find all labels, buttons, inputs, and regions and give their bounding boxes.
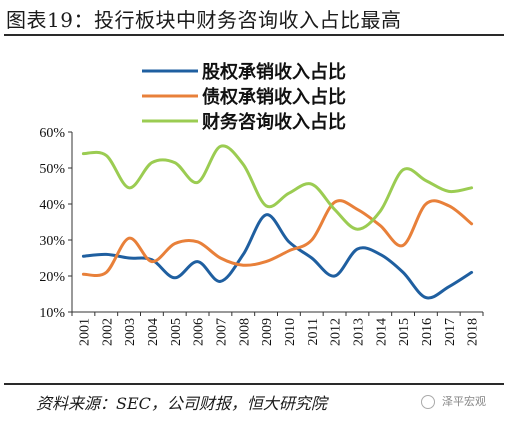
data-point (424, 179, 427, 182)
x-tick-label: 2005 (169, 318, 184, 346)
x-tick-label: 2018 (466, 318, 481, 346)
data-point (470, 271, 473, 274)
data-point (287, 192, 290, 195)
data-point (356, 248, 359, 251)
data-point (333, 275, 336, 278)
source-note: 资料来源：SEC，公司财报，恒大研究院 (36, 394, 327, 413)
x-tick-label: 2006 (192, 318, 207, 346)
data-point (287, 240, 290, 243)
y-tick-label: 40% (39, 198, 65, 213)
data-point (173, 276, 176, 279)
data-point (470, 186, 473, 189)
data-point (265, 260, 268, 263)
line-chart: 10% 20% 30% 40% 50% 60% 2001 2002 2003 2004 2005 20… (39, 61, 484, 346)
data-point (310, 183, 313, 186)
data-point (379, 224, 382, 227)
wechat-icon (420, 395, 435, 409)
chart-title: 图表19：投行板块中财务咨询收入占比最高 (6, 8, 402, 32)
data-point (402, 244, 405, 247)
data-point (424, 203, 427, 206)
x-tick-label: 2009 (260, 318, 275, 346)
data-point (150, 161, 153, 164)
data-point (470, 222, 473, 225)
series-line-2 (81, 199, 474, 278)
data-point (196, 240, 199, 243)
x-tick-label: 2017 (443, 318, 458, 346)
x-tick-label: 2008 (237, 318, 252, 346)
y-tick-label: 60% (39, 126, 65, 141)
x-tick-label: 2001 (77, 318, 92, 346)
data-point (82, 152, 85, 155)
data-point (379, 253, 382, 256)
data-point (82, 255, 85, 258)
data-point (242, 264, 245, 267)
legend-label: 股权承销收入占比 (201, 61, 346, 83)
data-point (447, 204, 450, 207)
data-point (128, 237, 131, 240)
data-point (333, 201, 336, 204)
data-point (128, 186, 131, 189)
data-point (379, 210, 382, 213)
data-point (424, 296, 427, 299)
data-point (105, 253, 108, 256)
title-divider (4, 34, 504, 36)
data-point (310, 239, 313, 242)
data-point (105, 271, 108, 274)
y-tick-label: 50% (39, 162, 65, 177)
data-point (287, 249, 290, 252)
x-tick-label: 2002 (100, 318, 115, 346)
data-point (333, 208, 336, 211)
data-point (128, 257, 131, 260)
data-point (173, 161, 176, 164)
data-point (105, 154, 108, 157)
x-tick-label: 2016 (420, 318, 435, 346)
data-point (82, 273, 85, 276)
watermark-text: 泽平宏观 (442, 395, 486, 408)
data-point (173, 242, 176, 245)
data-point (242, 253, 245, 256)
data-point (196, 181, 199, 184)
x-tick-label: 2013 (351, 318, 366, 346)
x-tick-label: 2014 (374, 318, 389, 346)
series-line-3 (81, 144, 474, 231)
data-point (402, 168, 405, 171)
data-point (447, 190, 450, 193)
data-point (219, 257, 222, 260)
y-tick-label: 10% (39, 306, 65, 321)
x-tick-label: 2010 (283, 318, 298, 346)
data-point (447, 285, 450, 288)
x-tick-label: 2015 (397, 318, 412, 346)
data-point (265, 213, 268, 216)
legend-label: 财务咨询收入占比 (202, 111, 346, 133)
x-tick-label: 2007 (214, 318, 229, 346)
source-divider (4, 383, 504, 385)
data-point (242, 163, 245, 166)
y-tick-label: 30% (39, 234, 65, 249)
data-point (310, 257, 313, 260)
data-point (219, 145, 222, 148)
legend-label: 债权承销收入占比 (202, 86, 346, 108)
x-tick-label: 2003 (123, 318, 138, 346)
data-point (265, 204, 268, 207)
y-tick-label: 20% (39, 270, 65, 285)
data-point (196, 260, 199, 263)
data-point (219, 280, 222, 283)
x-tick-label: 2004 (146, 318, 161, 346)
watermark: 泽平宏观 (420, 393, 486, 409)
chart-title-bar: 图表19：投行板块中财务咨询收入占比最高 (0, 0, 508, 36)
x-tick-label: 2011 (306, 318, 321, 345)
data-point (402, 271, 405, 274)
x-tick-label: 2012 (329, 318, 344, 346)
data-point (356, 208, 359, 211)
data-point (356, 228, 359, 231)
data-point (150, 260, 153, 263)
